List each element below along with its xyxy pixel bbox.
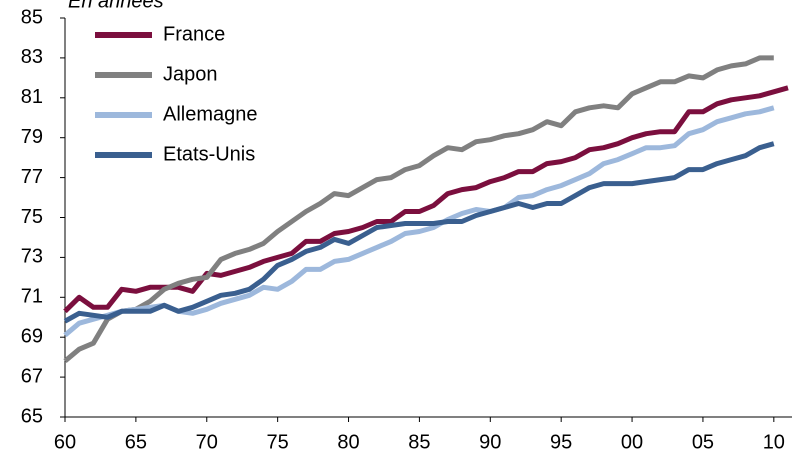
y-tick-label: 79 (21, 126, 43, 148)
series-line (63, 85, 789, 314)
legend-label: Japon (163, 63, 218, 85)
y-tick-label: 83 (21, 46, 43, 68)
y-tick-label: 67 (21, 365, 43, 387)
x-tick-label: 00 (621, 431, 643, 453)
x-tick-label: 10 (763, 431, 785, 453)
chart-title: En années (68, 0, 164, 12)
y-tick-label: 73 (21, 246, 43, 268)
legend-label: Allemagne (163, 103, 258, 125)
x-tick-label: 75 (267, 431, 289, 453)
y-tick-label: 69 (21, 325, 43, 347)
x-tick-label: 90 (479, 431, 501, 453)
y-tick-label: 75 (21, 206, 43, 228)
x-tick-label: 85 (408, 431, 430, 453)
y-tick-label: 65 (21, 405, 43, 427)
y-tick-label: 77 (21, 166, 43, 188)
x-tick-label: 95 (550, 431, 572, 453)
y-tick-label: 81 (21, 86, 43, 108)
x-tick-label: 05 (692, 431, 714, 453)
x-tick-label: 70 (196, 431, 218, 453)
x-tick-label: 65 (125, 431, 147, 453)
x-tick-label: 60 (54, 431, 76, 453)
series-line (63, 141, 775, 324)
series-line (63, 55, 774, 364)
y-tick-label: 71 (21, 286, 43, 308)
legend-label: France (163, 23, 225, 45)
legend-label: Etats-Unis (163, 143, 255, 165)
y-tick-label: 85 (21, 6, 43, 28)
x-tick-label: 80 (337, 431, 359, 453)
